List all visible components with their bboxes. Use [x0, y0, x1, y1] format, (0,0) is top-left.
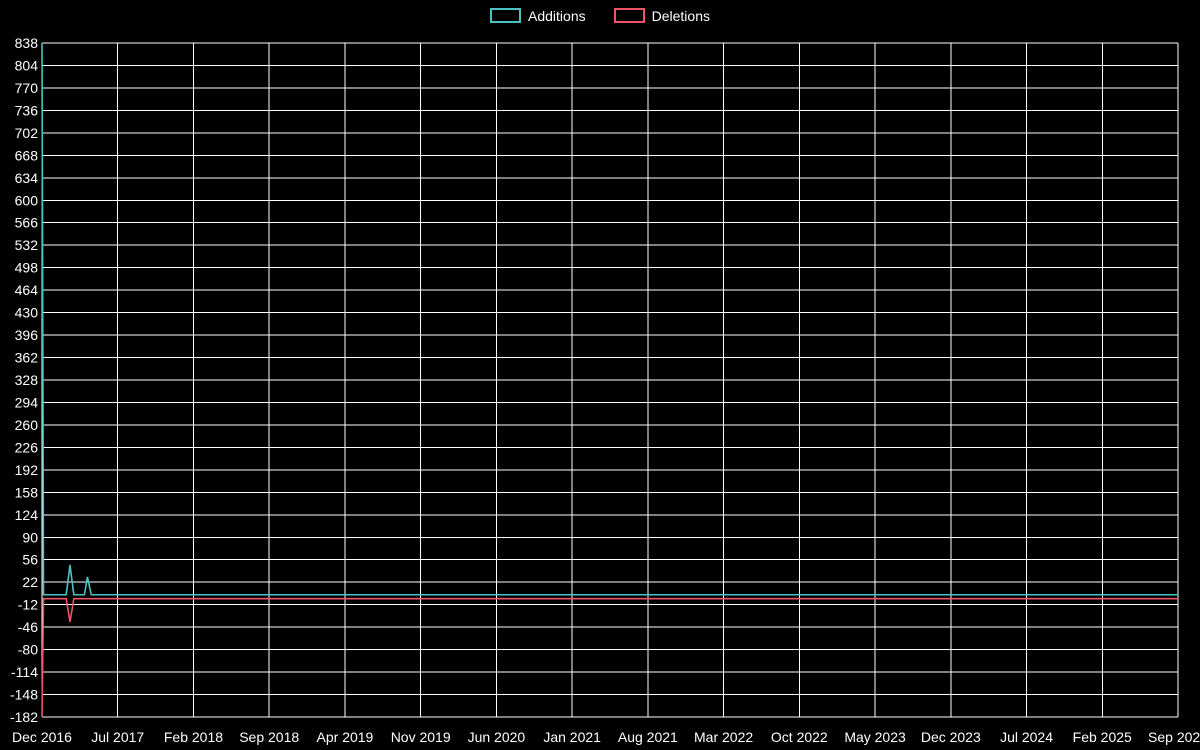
y-tick-label: 90	[22, 529, 38, 545]
series-line-additions	[41, 42, 1178, 596]
y-tick-label: 294	[15, 394, 39, 410]
x-tick-label: Aug 2021	[618, 729, 678, 745]
x-tick-label: Nov 2019	[391, 729, 451, 745]
y-tick-label: 396	[15, 327, 39, 343]
y-tick-label: 838	[15, 35, 39, 51]
y-tick-label: 56	[22, 552, 38, 568]
y-tick-label: 736	[15, 102, 39, 118]
y-tick-label: 770	[15, 80, 39, 96]
chart-legend: Additions Deletions	[0, 8, 1200, 23]
y-tick-label: 600	[15, 192, 39, 208]
y-tick-label: -80	[18, 642, 38, 658]
x-tick-label: Apr 2019	[317, 729, 374, 745]
x-tick-label: Jul 2017	[91, 729, 144, 745]
y-tick-label: 22	[22, 574, 38, 590]
deletions-legend-label: Deletions	[651, 7, 710, 24]
deletions-swatch	[613, 8, 645, 23]
y-tick-label: 430	[15, 305, 39, 321]
x-tick-label: Jul 2024	[1000, 729, 1053, 745]
x-tick-label: Feb 2018	[164, 729, 223, 745]
x-tick-label: Feb 2025	[1073, 729, 1132, 745]
y-tick-label: 464	[15, 282, 39, 298]
y-tick-label: -182	[10, 709, 38, 725]
x-tick-label: Oct 2022	[771, 729, 828, 745]
x-tick-label: May 2023	[844, 729, 906, 745]
y-tick-label: 362	[15, 350, 39, 366]
y-tick-label: 498	[15, 260, 39, 276]
y-tick-label: 260	[15, 417, 39, 433]
y-tick-label: -114	[11, 664, 38, 680]
additions-legend-label: Additions	[528, 7, 586, 24]
y-tick-label: -12	[18, 597, 38, 613]
y-tick-label: 634	[15, 170, 39, 186]
y-tick-label: 804	[15, 57, 39, 73]
y-tick-label: -148	[10, 687, 38, 703]
series-line-deletions	[41, 597, 1178, 718]
legend-item-deletions[interactable]: Deletions	[613, 7, 710, 24]
x-tick-label: Jun 2020	[468, 729, 526, 745]
y-tick-label: 566	[15, 215, 39, 231]
x-tick-label: Sep 2025	[1148, 729, 1200, 745]
y-tick-label: 532	[15, 237, 39, 253]
x-tick-label: Dec 2023	[921, 729, 981, 745]
x-tick-label: Mar 2022	[694, 729, 753, 745]
y-tick-label: 702	[15, 125, 39, 141]
y-tick-label: -46	[18, 619, 38, 635]
y-tick-label: 328	[15, 372, 39, 388]
x-tick-label: Dec 2016	[12, 729, 72, 745]
legend-item-additions[interactable]: Additions	[490, 8, 586, 23]
y-tick-label: 124	[15, 507, 39, 523]
x-tick-label: Sep 2018	[239, 729, 299, 745]
y-tick-label: 192	[15, 462, 39, 478]
y-tick-label: 226	[15, 439, 39, 455]
y-tick-label: 668	[15, 147, 39, 163]
y-tick-label: 158	[15, 484, 39, 500]
additions-swatch	[490, 8, 522, 23]
x-tick-label: Jan 2021	[543, 729, 601, 745]
